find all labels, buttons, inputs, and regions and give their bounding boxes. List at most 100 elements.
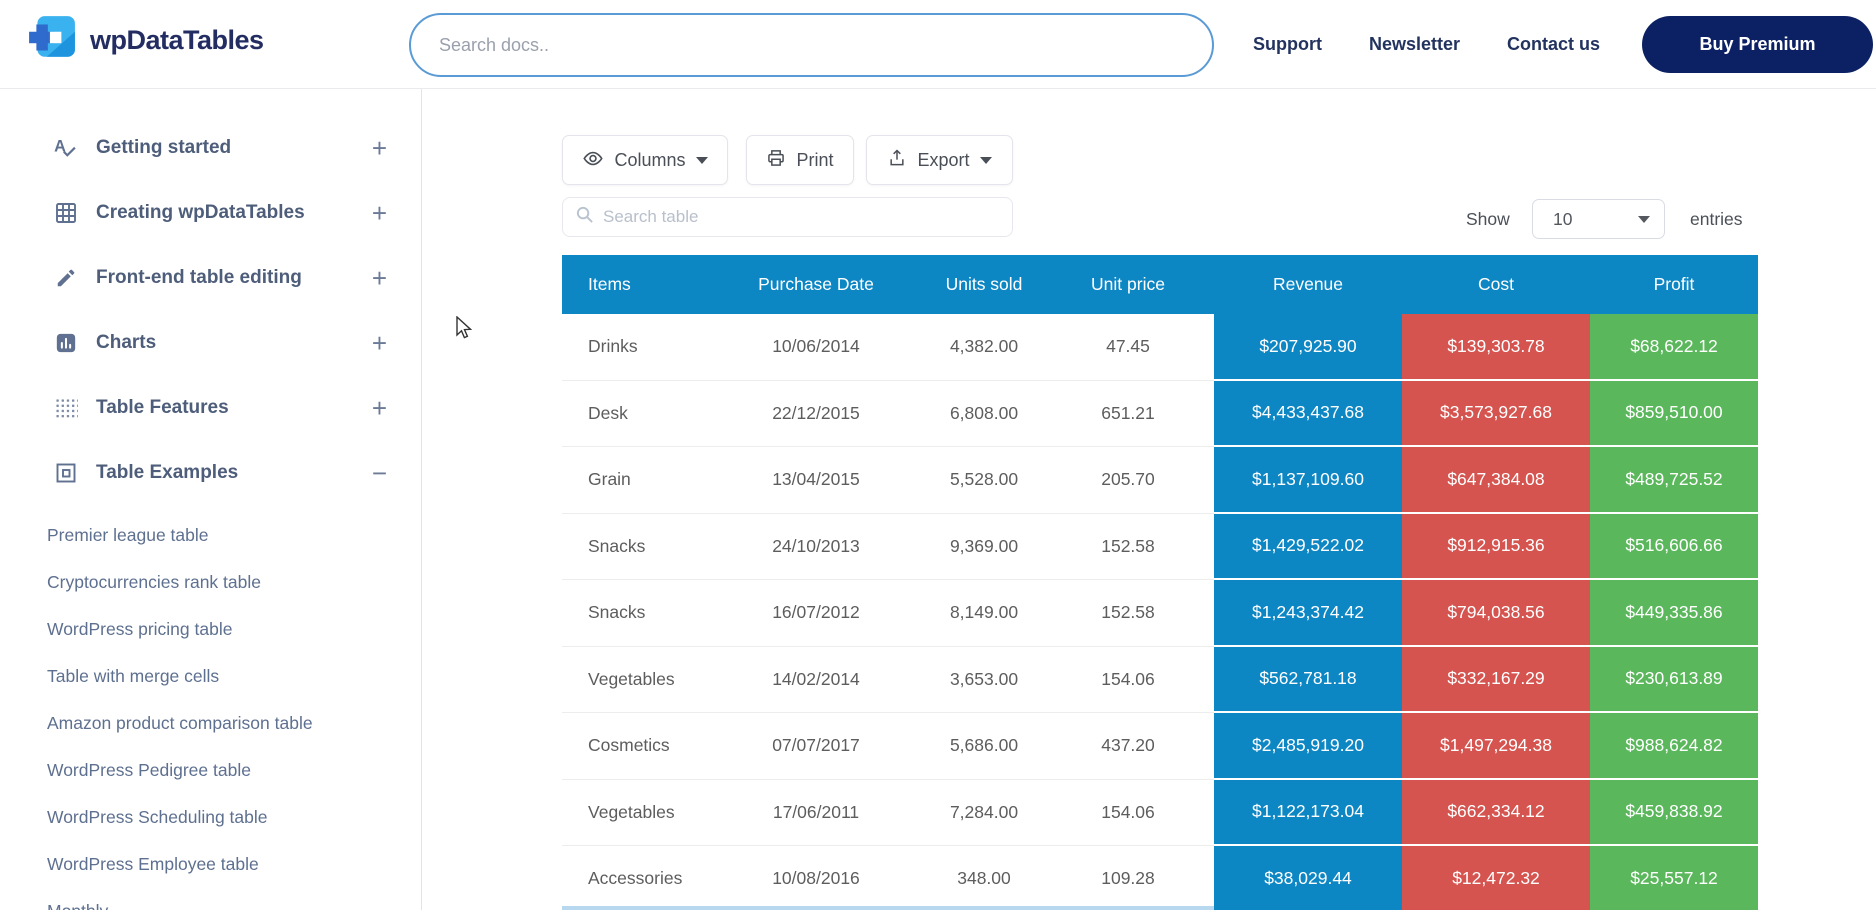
pencil-icon: [53, 265, 79, 291]
expand-plus-icon[interactable]: +: [371, 262, 387, 293]
expand-plus-icon[interactable]: +: [371, 132, 387, 163]
table-cell-cost: $1,497,294.38: [1402, 713, 1590, 780]
logo[interactable]: wpDataTables: [27, 13, 264, 68]
search-icon: [575, 205, 594, 229]
sidebar-item-getting-started[interactable]: A Getting started +: [0, 115, 421, 180]
sidebar-example-link[interactable]: Table with merge cells: [47, 666, 220, 686]
sidebar-item-table-examples[interactable]: Table Examples −: [0, 440, 421, 505]
table-row[interactable]: Snacks 16/07/2012 8,149.00 152.58 $1,243…: [562, 580, 1758, 647]
sidebar-example-link[interactable]: WordPress Scheduling table: [47, 807, 268, 827]
table-cell-cost: $139,303.78: [1402, 314, 1590, 381]
table-cell-cost: $662,334.12: [1402, 779, 1590, 846]
table-cell-revenue: $562,781.18: [1214, 646, 1402, 713]
page-size-select[interactable]: 10: [1532, 199, 1665, 239]
table-cell-cost: $794,038.56: [1402, 580, 1590, 647]
sidebar-item-front-end-table-editing[interactable]: Front-end table editing +: [0, 245, 421, 310]
table-cell-units-sold: 3,653.00: [926, 647, 1042, 713]
sidebar-item-creating-wpdatatables[interactable]: Creating wpDataTables +: [0, 180, 421, 245]
sidebar-example-link[interactable]: Monthly...: [0, 888, 421, 910]
table-row[interactable]: Vegetables 17/06/2011 7,284.00 154.06 $1…: [562, 779, 1758, 846]
column-header[interactable]: Unit price: [1091, 274, 1165, 294]
sidebar-example-link[interactable]: Cryptocurrencies rank table: [47, 572, 261, 592]
export-upload-icon: [887, 148, 907, 173]
table-cell-profit: $25,557.12: [1590, 846, 1758, 910]
table-scrollbar[interactable]: [562, 906, 1214, 910]
table-search-box[interactable]: [562, 197, 1013, 237]
table-cell-unit-price: 205.70: [1042, 447, 1214, 514]
table-cell-cost: $12,472.32: [1402, 846, 1590, 910]
column-header[interactable]: Items: [588, 274, 631, 294]
sidebar-examples-list: Premier league table Cryptocurrencies ra…: [0, 512, 421, 910]
table-row[interactable]: Snacks 24/10/2013 9,369.00 152.58 $1,429…: [562, 513, 1758, 580]
nav-newsletter-link[interactable]: Newsletter: [1369, 34, 1461, 54]
column-header[interactable]: Revenue: [1272, 274, 1344, 294]
table-cell-units-sold: 5,528.00: [926, 447, 1042, 514]
expand-plus-icon[interactable]: +: [371, 327, 387, 358]
table-row[interactable]: Drinks 10/06/2014 4,382.00 47.45 $207,92…: [562, 314, 1758, 381]
sidebar-example-link[interactable]: Premier league table: [47, 525, 209, 545]
table-cell-revenue: $4,433,437.68: [1214, 380, 1402, 447]
entries-label: entries: [1690, 209, 1743, 229]
sidebar-item-label: Front-end table editing: [96, 266, 302, 288]
table-row[interactable]: Accessories 10/08/2016 348.00 109.28 $38…: [562, 846, 1758, 910]
sidebar-example-link[interactable]: Amazon product comparison table: [47, 713, 313, 733]
table-cell-profit: $859,510.00: [1590, 380, 1758, 447]
column-header[interactable]: Profit: [1653, 274, 1695, 294]
table-cell-purchase-date: 16/07/2012: [706, 580, 926, 647]
export-button[interactable]: Export: [866, 135, 1013, 185]
nav-contact-link[interactable]: Contact us: [1507, 34, 1601, 54]
docs-search-box[interactable]: [409, 13, 1214, 77]
table-cell-unit-price: 154.06: [1042, 780, 1214, 846]
table-cell-purchase-date: 24/10/2013: [706, 514, 926, 580]
sidebar-item-label: Getting started: [96, 136, 232, 158]
data-table: Items Purchase Date Units sold Unit pric…: [562, 255, 1758, 910]
column-header[interactable]: Purchase Date: [758, 274, 874, 294]
expand-plus-icon[interactable]: +: [371, 392, 387, 423]
spellcheck-icon: A: [53, 135, 79, 161]
table-cell-unit-price: 152.58: [1042, 580, 1214, 647]
expand-plus-icon[interactable]: +: [371, 197, 387, 228]
table-row[interactable]: Cosmetics 07/07/2017 5,686.00 437.20 $2,…: [562, 713, 1758, 780]
table-row[interactable]: Grain 13/04/2015 5,528.00 205.70 $1,137,…: [562, 447, 1758, 514]
print-button[interactable]: Print: [746, 135, 854, 185]
table-cell-cost: $647,384.08: [1402, 447, 1590, 514]
sidebar-item-charts[interactable]: Charts +: [0, 310, 421, 375]
table-body: Drinks 10/06/2014 4,382.00 47.45 $207,92…: [562, 314, 1758, 910]
table-cell-items: Cosmetics: [562, 713, 706, 780]
table-row[interactable]: Vegetables 14/02/2014 3,653.00 154.06 $5…: [562, 646, 1758, 713]
table-search-input[interactable]: [603, 207, 1000, 227]
page-size-value: 10: [1553, 208, 1573, 229]
table-cell-units-sold: 9,369.00: [926, 514, 1042, 580]
top-nav: Support Newsletter Contact us: [1253, 0, 1600, 89]
table-header-row: Items Purchase Date Units sold Unit pric…: [562, 255, 1758, 314]
svg-text:A: A: [54, 137, 66, 155]
sidebar-item-table-features[interactable]: Table Features +: [0, 375, 421, 440]
column-header[interactable]: Cost: [1478, 274, 1514, 294]
docs-search-input[interactable]: [439, 34, 1184, 56]
sidebar-item-label: Table Examples: [96, 461, 239, 483]
column-header[interactable]: Units sold: [945, 274, 1023, 294]
table-cell-items: Vegetables: [562, 647, 706, 713]
sidebar-example-link[interactable]: WordPress Employee table: [47, 854, 259, 874]
table-cell-purchase-date: 17/06/2011: [706, 780, 926, 846]
table-cell-revenue: $207,925.90: [1214, 314, 1402, 381]
sidebar-example-link[interactable]: WordPress pricing table: [47, 619, 233, 639]
table-cell-unit-price: 154.06: [1042, 647, 1214, 713]
export-button-label: Export: [917, 149, 970, 170]
chevron-down-icon: [979, 156, 992, 164]
table-cell-profit: $516,606.66: [1590, 513, 1758, 580]
table-cell-cost: $332,167.29: [1402, 646, 1590, 713]
table-row[interactable]: Desk 22/12/2015 6,808.00 651.21 $4,433,4…: [562, 380, 1758, 447]
table-cell-profit: $230,613.89: [1590, 646, 1758, 713]
buy-premium-button[interactable]: Buy Premium: [1642, 16, 1873, 73]
nav-support-link[interactable]: Support: [1253, 34, 1322, 54]
collapse-minus-icon[interactable]: −: [371, 457, 387, 488]
chevron-down-icon: [1638, 215, 1650, 223]
sidebar-example-link[interactable]: WordPress Pedigree table: [47, 760, 251, 780]
nested-square-icon: [53, 460, 79, 486]
table-cell-items: Desk: [562, 381, 706, 447]
table-cell-purchase-date: 22/12/2015: [706, 381, 926, 447]
columns-button[interactable]: Columns: [562, 135, 728, 185]
table-cell-unit-price: 47.45: [1042, 314, 1214, 381]
